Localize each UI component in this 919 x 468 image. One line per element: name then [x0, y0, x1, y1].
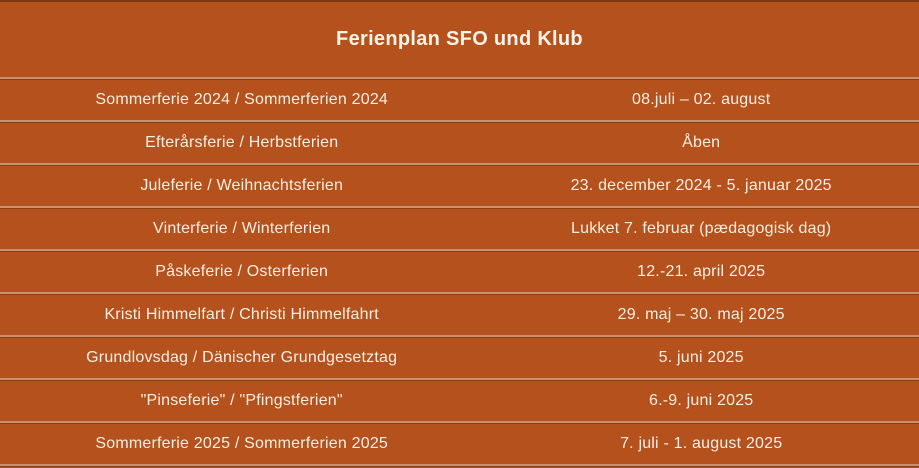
table-row: Kristi Himmelfart / Christi Himmelfahrt … — [0, 292, 919, 335]
table-row: Juleferie / Weihnachtsferien 23. decembe… — [0, 163, 919, 206]
holiday-date: 23. december 2024 - 5. januar 2025 — [570, 176, 832, 194]
holiday-name: Efterårsferie / Herbstferien — [145, 133, 339, 151]
holiday-name: Vinterferie / Winterferien — [152, 219, 331, 237]
holiday-name: Juleferie / Weihnachtsferien — [140, 176, 344, 194]
holiday-name: Sommerferie 2025 / Sommerferien 2025 — [95, 434, 389, 452]
footer-strip — [0, 464, 919, 468]
holiday-date: 12.-21. april 2025 — [637, 262, 766, 280]
page-title: Ferienplan SFO und Klub — [336, 28, 583, 50]
holiday-name: Sommerferie 2024 / Sommerferien 2024 — [95, 90, 389, 108]
table-row: Vinterferie / Winterferien Lukket 7. feb… — [0, 206, 919, 249]
holiday-date: 7. juli - 1. august 2025 — [620, 434, 783, 452]
table-row: Sommerferie 2024 / Sommerferien 2024 08.… — [0, 77, 919, 120]
holiday-date: 29. maj – 30. maj 2025 — [617, 305, 785, 323]
holiday-date: 5. juni 2025 — [658, 348, 744, 366]
title-bar: Ferienplan SFO und Klub — [0, 2, 919, 77]
holiday-name: "Pinseferie" / "Pfingstferien" — [140, 391, 343, 409]
table-row: Grundlovsdag / Dänischer Grundgesetztag … — [0, 335, 919, 378]
holiday-name: Påskeferie / Osterferien — [155, 262, 329, 280]
holiday-name: Kristi Himmelfart / Christi Himmelfahrt — [104, 305, 379, 323]
holiday-date: 08.juli – 02. august — [632, 90, 771, 108]
table-row: Efterårsferie / Herbstferien Åben — [0, 120, 919, 163]
table-row: "Pinseferie" / "Pfingstferien" 6.-9. jun… — [0, 378, 919, 421]
table-row: Sommerferie 2025 / Sommerferien 2025 7. … — [0, 421, 919, 464]
holiday-date: 6.-9. juni 2025 — [648, 391, 754, 409]
holiday-date: Lukket 7. februar (pædagogisk dag) — [571, 219, 832, 237]
holiday-date: Åben — [682, 133, 721, 151]
holiday-name: Grundlovsdag / Dänischer Grundgesetztag — [86, 348, 398, 366]
holiday-table: Sommerferie 2024 / Sommerferien 2024 08.… — [0, 77, 919, 464]
table-row: Påskeferie / Osterferien 12.-21. april 2… — [0, 249, 919, 292]
